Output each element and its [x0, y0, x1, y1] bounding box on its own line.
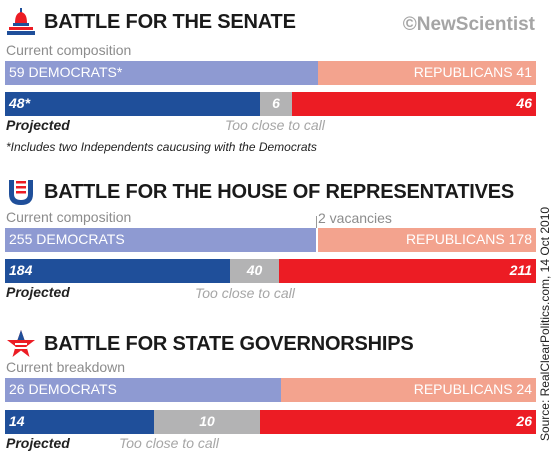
source-note: Source: RealClearPolitics.com, 14 Oct 20… [537, 206, 553, 442]
too-close-to-call-label: Too close to call [225, 117, 325, 133]
section-title: BATTLE FOR THE SENATE [44, 10, 296, 33]
projected-segment-label: 26 [516, 413, 532, 429]
projected-segment-label: 10 [199, 413, 215, 429]
projected-segment-label: 6 [272, 95, 280, 111]
projected-label: Projected [6, 435, 70, 451]
projected-segment-label: 48* [9, 95, 31, 111]
projected-segment-too-close-to-call: 40 [230, 259, 279, 283]
current-segment-republicans: REPUBLICANS 178 [318, 228, 536, 252]
current-segment-label: 59 DEMOCRATS* [9, 64, 123, 80]
projected-segment-republicans: 211 [279, 259, 536, 283]
current-bar: 255 DEMOCRATS REPUBLICANS 178 [5, 228, 536, 252]
projected-segment-democrats: 14 [5, 410, 154, 434]
current-segment-democrats: 59 DEMOCRATS* [5, 61, 318, 85]
projected-label: Projected [6, 284, 70, 300]
current-segment-label: REPUBLICANS 24 [413, 381, 532, 397]
projected-bar: 48* 6 46 [5, 92, 536, 116]
house-header: BATTLE FOR THE HOUSE OF REPRESENTATIVES [6, 177, 514, 207]
section-title: BATTLE FOR THE HOUSE OF REPRESENTATIVES [44, 180, 515, 203]
current-composition-label: Current composition [6, 209, 132, 225]
current-breakdown-label: Current breakdown [6, 359, 126, 375]
projected-segment-label: 46 [516, 95, 532, 111]
current-segment-label: 255 DEMOCRATS [9, 231, 125, 247]
projected-segment-too-close-to-call: 10 [154, 410, 260, 434]
vacancies-label: 2 vacancies [318, 210, 392, 226]
projected-segment-republicans: 46 [292, 92, 536, 116]
current-segment-vacancies [316, 228, 318, 252]
projected-segment-label: 184 [9, 262, 33, 278]
projected-label: Projected [6, 117, 70, 133]
current-segment-label: 26 DEMOCRATS [9, 381, 117, 397]
source-text: Source: RealClearPolitics.com, 14 Oct 20… [538, 206, 552, 442]
projected-segment-label: 211 [509, 262, 532, 278]
projected-segment-democrats: 48* [5, 92, 260, 116]
brand-logo: ©NewScientist [402, 14, 535, 35]
current-segment-label: REPUBLICANS 41 [413, 64, 532, 80]
star-flag-icon [7, 330, 35, 357]
senate-header: BATTLE FOR THE SENATE [6, 7, 296, 37]
current-segment-republicans: REPUBLICANS 24 [281, 378, 536, 402]
capitol-dome-icon [7, 8, 35, 35]
current-segment-republicans: REPUBLICANS 41 [318, 61, 536, 85]
senate-section: BATTLE FOR THE SENATE Current compositio… [0, 0, 536, 160]
vacancies-tick [316, 216, 317, 228]
projected-segment-republicans: 26 [260, 410, 536, 434]
current-segment-label: REPUBLICANS 178 [405, 231, 532, 247]
projected-bar: 184 40 211 [5, 259, 536, 283]
projected-segment-label: 40 [246, 262, 263, 278]
projected-segment-too-close-to-call: 6 [260, 92, 292, 116]
governors-header: BATTLE FOR STATE GOVERNORSHIPS [6, 329, 414, 359]
projected-bar: 14 10 26 [5, 410, 536, 434]
too-close-to-call-label: Too close to call [195, 285, 295, 301]
governors-section: BATTLE FOR STATE GOVERNORSHIPS Current b… [0, 326, 536, 457]
current-segment-democrats: 26 DEMOCRATS [5, 378, 281, 402]
current-bar: 59 DEMOCRATS* REPUBLICANS 41 [5, 61, 536, 85]
current-bar: 26 DEMOCRATS REPUBLICANS 24 [5, 378, 536, 402]
footnote: *Includes two Independents caucusing wit… [6, 140, 317, 154]
house-u-logo-icon [9, 180, 33, 205]
projected-segment-label: 14 [9, 413, 25, 429]
current-composition-label: Current composition [6, 42, 132, 58]
section-title: BATTLE FOR STATE GOVERNORSHIPS [44, 332, 414, 355]
projected-segment-democrats: 184 [5, 259, 230, 283]
too-close-to-call-label: Too close to call [119, 435, 219, 451]
house-section: BATTLE FOR THE HOUSE OF REPRESENTATIVES … [0, 176, 536, 306]
current-segment-democrats: 255 DEMOCRATS [5, 228, 316, 252]
